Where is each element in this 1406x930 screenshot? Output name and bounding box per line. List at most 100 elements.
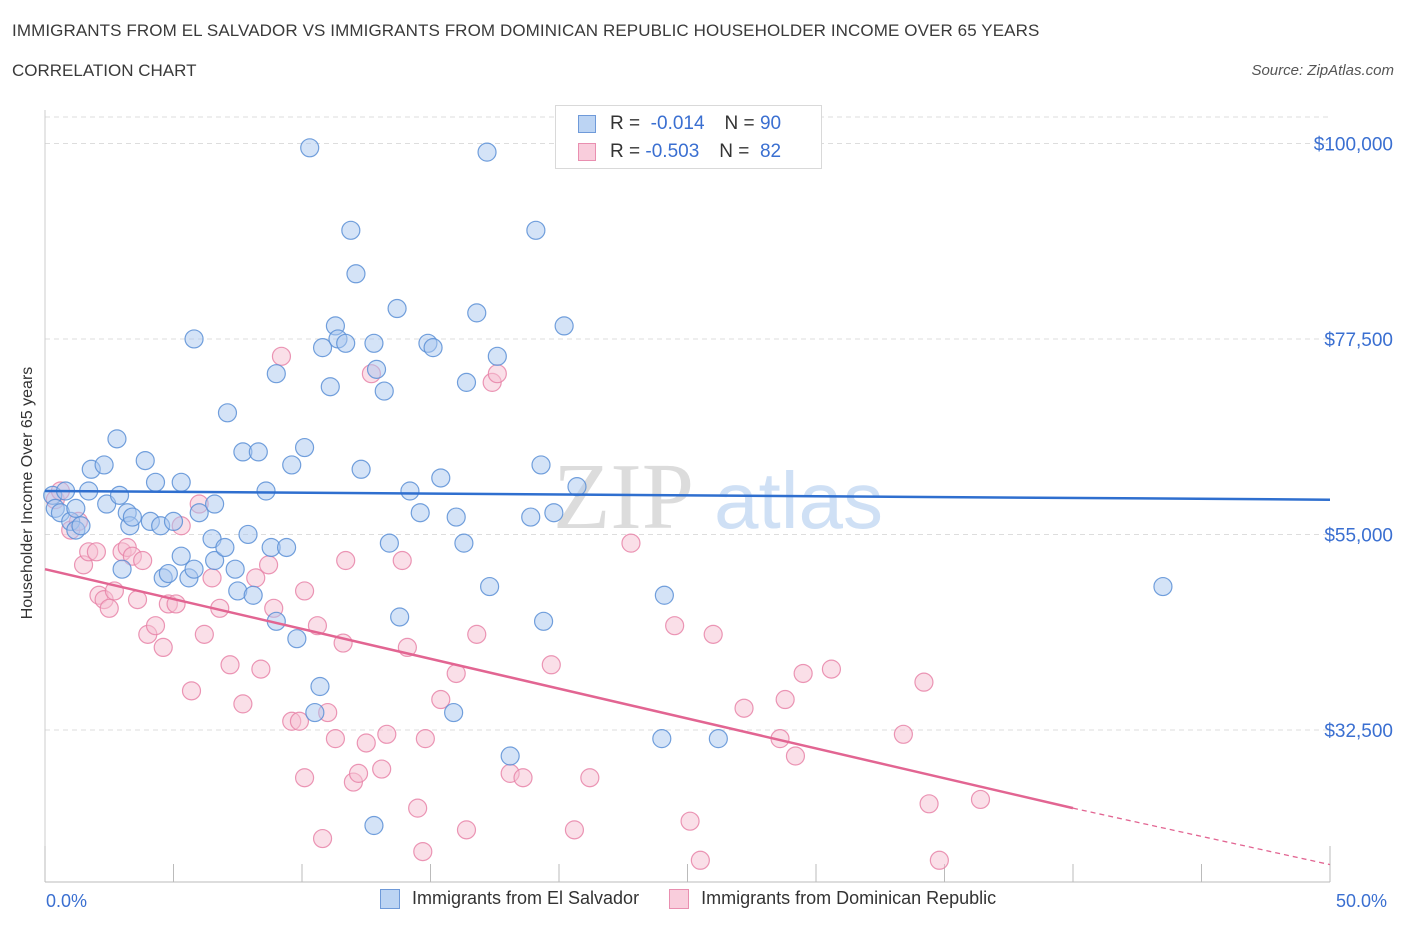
data-point-el-salvador bbox=[346, 264, 366, 284]
data-point-el-salvador bbox=[310, 676, 330, 697]
data-point-el-salvador bbox=[243, 585, 263, 605]
y-tick-labels: $100,000 $77,500 $55,000 $32,500 bbox=[1314, 134, 1393, 742]
data-point-dominican-republic bbox=[821, 659, 842, 679]
data-point-el-salvador bbox=[184, 559, 204, 579]
x-tick-label-max: 50.0% bbox=[1336, 891, 1388, 911]
data-point-dominican-republic bbox=[153, 637, 173, 658]
data-point-dominican-republic bbox=[258, 555, 279, 575]
data-point-el-salvador bbox=[217, 403, 238, 423]
data-point-dominican-republic bbox=[415, 729, 435, 749]
data-point-el-salvador bbox=[238, 524, 258, 545]
data-point-el-salvador bbox=[107, 429, 127, 449]
data-point-dominican-republic bbox=[408, 798, 428, 818]
data-point-el-salvador bbox=[366, 359, 387, 379]
data-point-el-salvador bbox=[205, 494, 225, 514]
data-point-el-salvador bbox=[480, 576, 500, 597]
chart-subtitle: CORRELATION CHART bbox=[12, 61, 197, 80]
data-point-dominican-republic bbox=[392, 550, 412, 571]
data-point-dominican-republic bbox=[513, 768, 533, 788]
data-point-dominican-republic bbox=[289, 711, 310, 731]
legend-r-value: -0.503 bbox=[645, 141, 700, 162]
data-point-dominican-republic bbox=[413, 841, 433, 862]
y-tick-label: $55,000 bbox=[1324, 525, 1393, 546]
legend-n-value: 90 bbox=[759, 113, 782, 134]
data-point-dominican-republic bbox=[564, 820, 585, 840]
data-point-el-salvador bbox=[336, 333, 356, 353]
trend-line-dominican-republic bbox=[44, 567, 1074, 810]
data-point-dominican-republic bbox=[356, 733, 376, 753]
legend-n-label: N = bbox=[719, 141, 750, 162]
correlation-legend: R = -0.014 N = 90 R = -0.503 N = 82 bbox=[555, 105, 822, 169]
data-point-el-salvador bbox=[109, 485, 130, 505]
data-point-dominican-republic bbox=[194, 624, 214, 644]
data-point-el-salvador bbox=[544, 503, 564, 523]
data-point-el-salvador bbox=[390, 607, 410, 627]
data-point-el-salvador bbox=[1153, 576, 1173, 597]
data-point-el-salvador bbox=[454, 533, 474, 553]
data-point-el-salvador bbox=[266, 364, 286, 384]
y-tick-label: $77,500 bbox=[1324, 330, 1393, 351]
data-point-dominican-republic bbox=[99, 598, 119, 618]
legend-r-value: -0.014 bbox=[650, 113, 705, 134]
watermark-atlas: atlas bbox=[714, 456, 883, 545]
data-point-dominican-republic bbox=[541, 655, 561, 675]
watermark-zip: ZIP bbox=[553, 445, 694, 549]
data-point-dominican-republic bbox=[233, 694, 253, 714]
data-point-el-salvador bbox=[163, 511, 184, 532]
series-legend: Immigrants from El Salvador Immigrants f… bbox=[380, 888, 1026, 909]
y-tick-label: $100,000 bbox=[1314, 134, 1393, 155]
data-point-el-salvador bbox=[500, 746, 520, 766]
data-point-el-salvador bbox=[225, 559, 245, 579]
data-point-el-salvador bbox=[410, 503, 430, 523]
data-point-dominican-republic bbox=[665, 616, 685, 636]
legend-n-label: N = bbox=[724, 113, 755, 134]
data-point-dominican-republic bbox=[431, 689, 451, 710]
data-point-el-salvador bbox=[305, 702, 325, 723]
data-point-dominican-republic bbox=[775, 689, 795, 710]
data-point-el-salvador bbox=[374, 381, 394, 401]
data-point-el-salvador bbox=[387, 298, 407, 319]
data-point-el-salvador bbox=[379, 533, 399, 553]
data-point-dominican-republic bbox=[690, 850, 710, 870]
data-point-el-salvador bbox=[531, 455, 551, 475]
data-point-el-salvador bbox=[171, 472, 191, 492]
trend-line-dominican-republic-extension bbox=[1072, 807, 1331, 866]
data-point-dominican-republic bbox=[621, 533, 641, 553]
data-point-dominican-republic bbox=[271, 346, 292, 366]
data-point-dominican-republic bbox=[145, 616, 166, 636]
data-point-dominican-republic bbox=[793, 663, 813, 684]
data-point-el-salvador bbox=[320, 377, 340, 397]
data-point-dominican-republic bbox=[467, 624, 487, 644]
data-point-el-salvador bbox=[171, 546, 191, 566]
data-point-el-salvador bbox=[487, 346, 507, 366]
data-point-el-salvador bbox=[400, 481, 420, 501]
data-point-dominican-republic bbox=[487, 364, 507, 384]
data-point-dominican-republic bbox=[914, 672, 934, 692]
legend-swatch-pink bbox=[669, 888, 690, 909]
data-point-dominican-republic bbox=[970, 789, 991, 810]
data-point-dominican-republic bbox=[785, 746, 806, 766]
y-axis-title: Householder Income Over 65 years bbox=[19, 366, 36, 620]
data-point-dominican-republic bbox=[307, 616, 328, 636]
data-point-el-salvador bbox=[533, 611, 554, 631]
data-point-dominican-republic bbox=[680, 811, 700, 831]
data-point-dominican-republic bbox=[312, 828, 333, 849]
data-point-el-salvador bbox=[300, 138, 320, 158]
data-point-el-salvador bbox=[444, 702, 464, 723]
data-point-el-salvador bbox=[256, 481, 276, 501]
y-tick-label: $32,500 bbox=[1324, 721, 1393, 742]
data-point-el-salvador bbox=[135, 450, 155, 471]
data-point-dominican-republic bbox=[220, 655, 240, 675]
data-point-dominican-republic bbox=[86, 542, 107, 562]
data-point-el-salvador bbox=[467, 303, 487, 323]
data-point-el-salvador bbox=[554, 316, 574, 336]
legend-item-el-salvador: Immigrants from El Salvador bbox=[380, 888, 639, 909]
series-dominican-republic-points bbox=[45, 346, 991, 870]
legend-swatch-blue bbox=[380, 888, 400, 909]
chart-title: IMMIGRANTS FROM EL SALVADOR VS IMMIGRANT… bbox=[12, 21, 1040, 40]
data-point-dominican-republic bbox=[133, 550, 153, 571]
data-point-dominican-republic bbox=[325, 729, 346, 749]
data-point-el-salvador bbox=[282, 455, 302, 475]
data-point-el-salvador bbox=[351, 459, 371, 479]
trend-lines bbox=[44, 489, 1331, 866]
